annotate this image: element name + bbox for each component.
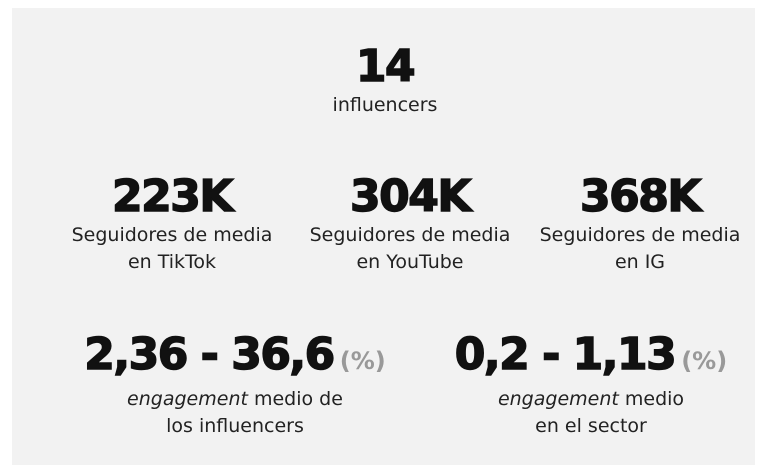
stat-value: 0,2 - 1,13 xyxy=(454,329,677,381)
engagement-stat: 0,2 - 1,13 (%) engagement medio en el sec… xyxy=(454,329,728,440)
stat: 368K Seguidores de media en IG xyxy=(539,171,741,276)
stat-unit: (%) xyxy=(681,347,728,375)
engagement-stat: 2,36 - 36,6 (%) engagement medio de los i… xyxy=(83,329,386,440)
stat-value-line: 2,36 - 36,6 (%) xyxy=(83,329,386,386)
stat-label: en IG xyxy=(614,251,666,273)
stat-value-line: 0,2 - 1,13 (%) xyxy=(454,329,728,386)
stat-label-rest: medio de xyxy=(253,388,343,410)
stat: 304K Seguidores de media en YouTube xyxy=(309,171,511,276)
stat-label-em: engagement xyxy=(497,388,619,410)
stat-label: en YouTube xyxy=(356,251,464,273)
stat-value: 304K xyxy=(349,171,472,223)
stat: 223K Seguidores de media en TikTok xyxy=(71,171,273,276)
headline: 14 influencers xyxy=(332,41,438,119)
stat-label: Seguidores de media xyxy=(71,224,273,246)
stat-label: Seguidores de media xyxy=(539,224,741,246)
panel xyxy=(12,8,755,465)
stat-unit: (%) xyxy=(339,347,386,375)
stat-value: 223K xyxy=(111,171,234,223)
stat-label: los influencers xyxy=(166,415,304,437)
headline-label: influencers xyxy=(332,94,438,116)
stat-label: en el sector xyxy=(535,415,647,437)
headline-value: 14 xyxy=(355,41,416,93)
stat-label: en TikTok xyxy=(127,251,217,273)
stat-label: engagement medio xyxy=(455,386,727,413)
stat-label-em: engagement xyxy=(127,388,248,410)
stat-value: 368K xyxy=(579,171,702,223)
stat-label-rest: medio xyxy=(624,388,685,410)
stat-label: Seguidores de media xyxy=(309,224,511,246)
stat-label: engagement medio de xyxy=(84,386,386,413)
stat-value: 2,36 - 36,6 xyxy=(83,329,336,381)
